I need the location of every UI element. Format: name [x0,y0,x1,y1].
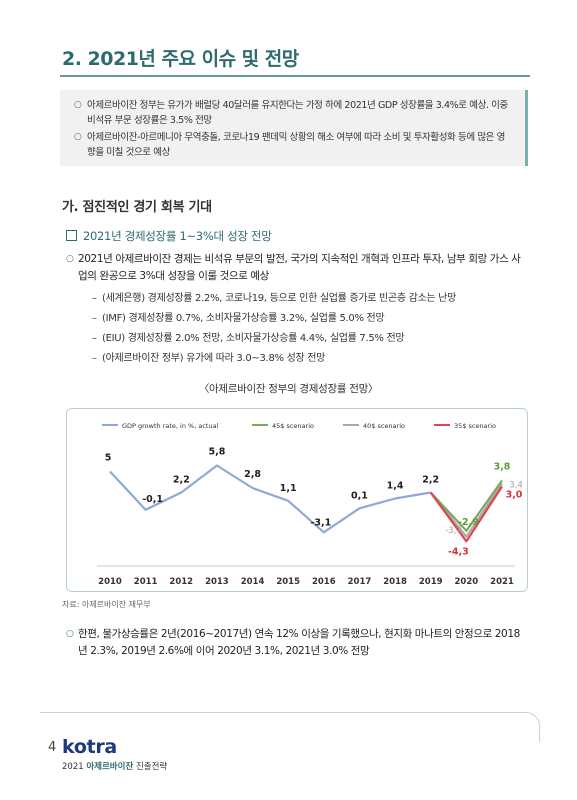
x-tick-label: 2014 [241,577,265,587]
forecast-list: (세계은행) 경제성장률 2.2%, 코로나19, 등으로 인한 실업률 증가로… [92,289,522,369]
circle-bullet-icon: ○ [74,100,82,110]
data-label: -0,1 [142,494,163,505]
page-number: 4 [48,740,57,755]
document-title: 2021 아제르바이잔 진출전략 [62,760,167,772]
data-label: 3,0 [506,490,523,501]
square-bullet-icon [66,230,77,241]
list-item: (세계은행) 경제성장률 2.2%, 코로나19, 등으로 인한 실업률 증가로… [92,289,522,309]
x-tick-label: 2019 [419,577,443,587]
list-item: (IMF) 경제성장률 0.7%, 소비자물가상승률 3.2%, 실업률 5.0… [92,309,522,329]
paragraph-growth: ○ 2021년 아제르바이잔 경제는 비석유 부문의 발전, 국가의 지속적인 … [66,251,528,285]
list-item: (아제르바이잔 정부) 유가에 따라 3.0~3.8% 성장 전망 [92,349,522,369]
data-label: 5 [105,453,112,464]
data-label: -4,3 [448,546,469,557]
kotra-logo: kotra [62,736,117,758]
x-tick-label: 2011 [134,577,158,587]
x-tick-label: 2015 [276,577,300,587]
paragraph-inflation: ○ 한편, 물가상승률은 2년(2016~2017년) 연속 12% 이상을 기… [66,626,528,660]
summary-item: ○ 아제르바이잔 정부는 유가가 배럴당 40달러를 유지한다는 가정 하에 2… [74,98,511,128]
data-label: 1,1 [280,483,297,494]
series-line [429,485,503,543]
data-label: 5,8 [208,447,225,458]
data-label: 1,4 [387,481,404,492]
doc-country: 아제르바이잔 [86,762,134,772]
paragraph-text: 2021년 아제르바이잔 경제는 비석유 부문의 발전, 국가의 지속적인 개혁… [78,253,521,282]
paragraph-text: 한편, 물가상승률은 2년(2016~2017년) 연속 12% 이상을 기록했… [78,628,520,657]
data-label: 3,4 [509,481,523,491]
series-line [109,464,431,534]
summary-text: 아제르바이잔 정부는 유가가 배럴당 40달러를 유지한다는 가정 하에 202… [87,100,508,126]
section-title: 2. 2021년 주요 이슈 및 전망 [62,48,299,70]
data-label: -2,9 [458,517,479,528]
circle-bullet-icon: ○ [74,132,82,142]
legend-label: GDP growth rate, in %, actual [122,422,219,430]
data-label: -3,1 [310,517,331,528]
chart-frame: GDP growth rate, in %, actual 45$ scenari… [66,408,528,592]
title-divider [60,75,530,77]
source-note: 자료: 아제르바이잔 재무부 [62,600,151,609]
data-label: 2,2 [173,475,190,486]
square-heading-text: 2021년 경제성장률 1~3%대 성장 전망 [83,229,272,243]
x-tick-label: 2012 [169,577,193,587]
summary-item: ○ 아제르바이잔-아르메니아 무역충돌, 코로나19 팬데믹 상황의 해소 여부… [74,130,511,160]
growth-chart: GDP growth rate, in %, actual 45$ scenari… [97,422,523,587]
x-tick-label: 2010 [98,577,122,587]
footer-divider [40,712,540,742]
series-line [429,482,503,538]
x-tick-label: 2018 [383,577,407,587]
x-tick-label: 2017 [348,577,372,587]
square-heading: 2021년 경제성장률 1~3%대 성장 전망 [66,228,272,244]
legend-label: 35$ scenario [454,422,496,430]
data-label: 2,2 [422,475,439,486]
data-label: 3,8 [494,462,511,473]
x-tick-label: 2021 [490,577,514,587]
list-item: (EIU) 경제성장률 2.0% 전망, 소비자물가상승률 4.4%, 실업률 … [92,329,522,349]
series-line [429,479,503,532]
data-label: 2,8 [244,469,261,480]
legend-label: 40$ scenario [363,422,405,430]
data-label: -3,7 [445,526,462,536]
doc-year: 2021 [62,762,84,772]
data-label: 0,1 [351,490,368,501]
summary-box: ○ 아제르바이잔 정부는 유가가 배럴당 40달러를 유지한다는 가정 하에 2… [60,90,528,166]
doc-suffix: 진출전략 [135,762,168,772]
circle-bullet-icon: ○ [66,254,74,264]
chart-caption: 〈아제르바이잔 정부의 경제성장률 전망〉 [198,383,379,395]
summary-text: 아제르바이잔-아르메니아 무역충돌, 코로나19 팬데믹 상황의 해소 여부에 … [87,132,505,158]
x-tick-label: 2013 [205,577,229,587]
legend-label: 45$ scenario [272,422,314,430]
circle-bullet-icon: ○ [66,629,74,639]
subheading: 가. 점진적인 경기 회복 기대 [62,200,212,215]
x-tick-label: 2016 [312,577,336,587]
x-tick-label: 2020 [455,577,479,587]
